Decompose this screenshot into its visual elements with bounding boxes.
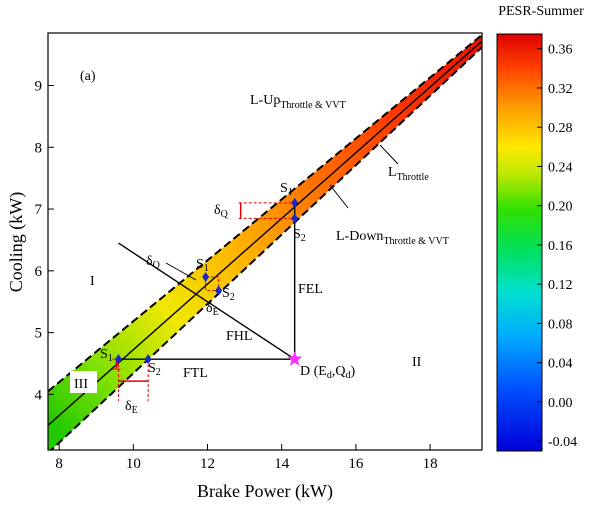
series-l-up	[48, 34, 482, 393]
x-tick-label: 18	[423, 456, 438, 472]
ftl-label: FTL	[183, 366, 208, 381]
y-tick-label: 4	[35, 387, 43, 403]
colorbar-tick-label: 0.00	[548, 396, 573, 411]
colorbar-tick-label: 0.12	[548, 278, 573, 293]
delta-q-mid-leader	[165, 262, 197, 281]
colorbar-tick-label: -0.04	[548, 435, 577, 450]
pesr-band	[48, 34, 482, 450]
fel-label: FEL	[298, 282, 323, 297]
x-tick-label: 16	[348, 456, 364, 472]
x-tick-label: 8	[55, 456, 63, 472]
delta-q-mid-label: δQ	[146, 254, 161, 271]
l-down-label: L-DownThrottle & VVT	[336, 229, 449, 247]
region-2-label: II	[412, 355, 422, 370]
y-axis-ticks: 4 5 6 7 8 9	[35, 79, 54, 403]
y-tick-label: 8	[35, 140, 43, 156]
colorbar-tick-label: 0.28	[548, 121, 573, 136]
s2-low-label: S2	[148, 361, 161, 378]
s1-low-label: S1	[100, 347, 113, 364]
colorbar-tick-label: 0.04	[548, 357, 573, 372]
y-tick-label: 6	[35, 264, 43, 280]
marker-s1-top	[291, 197, 299, 208]
l-down-leader	[329, 184, 349, 209]
colorbar-tick-label: 0.20	[548, 200, 573, 215]
s1-mid-label: S1	[196, 257, 209, 274]
y-tick-label: 5	[35, 326, 43, 342]
region-3-box	[70, 371, 97, 393]
marker-s1-low	[114, 354, 122, 365]
delta-e-low-label: δE	[125, 399, 138, 416]
l-throttle-label: LThrottle	[388, 165, 429, 183]
plot-frame	[47, 32, 483, 451]
series-l-down	[49, 46, 482, 450]
marker-s2-mid	[215, 285, 223, 296]
l-up-label: L-UpThrottle & VVT	[250, 93, 346, 111]
x-axis-ticks: 8 10 12 14 16 18	[55, 444, 438, 472]
d-label: D (Ed,Qd)	[300, 364, 355, 381]
colorbar-title: PESR-Summer	[498, 4, 584, 19]
delta-e-mid-label: δE	[206, 301, 219, 318]
x-tick-label: 12	[200, 456, 215, 472]
s1-top-label: S1	[280, 181, 293, 198]
x-axis-title: Brake Power (kW)	[197, 481, 333, 502]
l-throttle-leader	[379, 144, 399, 165]
colorbar-tick-label: 0.08	[548, 317, 573, 332]
y-axis-title: Cooling (kW)	[6, 192, 27, 293]
colorbar-tick-label: 0.24	[548, 160, 573, 175]
marker-s1-mid	[202, 272, 210, 283]
s2-mid-label: S2	[222, 286, 235, 303]
x-tick-label: 14	[274, 456, 290, 472]
colorbar-tick-label: 0.16	[548, 239, 573, 254]
plot-area	[48, 34, 482, 450]
marker-s2-top	[291, 213, 299, 224]
marker-s2-low	[144, 354, 152, 365]
delta-mid-box	[205, 276, 220, 292]
region-3-label: III	[74, 377, 88, 392]
panel-label: (a)	[80, 69, 96, 84]
x-tick-label: 10	[126, 456, 141, 472]
series-fhl	[118, 242, 296, 360]
y-tick-label: 9	[35, 79, 43, 95]
colorbar-tick-label: 0.36	[548, 43, 573, 58]
delta-q-top-label: δQ	[214, 203, 229, 220]
marker-d	[287, 351, 303, 366]
s2-top-label: S2	[293, 227, 306, 244]
colorbar	[496, 33, 543, 452]
y-tick-label: 7	[35, 202, 43, 218]
region-1-label: I	[90, 274, 95, 289]
colorbar-tick-label: 0.32	[548, 82, 573, 97]
fhl-label: FHL	[226, 329, 252, 344]
colorbar-ticks: -0.04 0.00 0.04 0.08 0.12 0.16 0.20 0.24 0.28 0.3…	[537, 43, 577, 450]
